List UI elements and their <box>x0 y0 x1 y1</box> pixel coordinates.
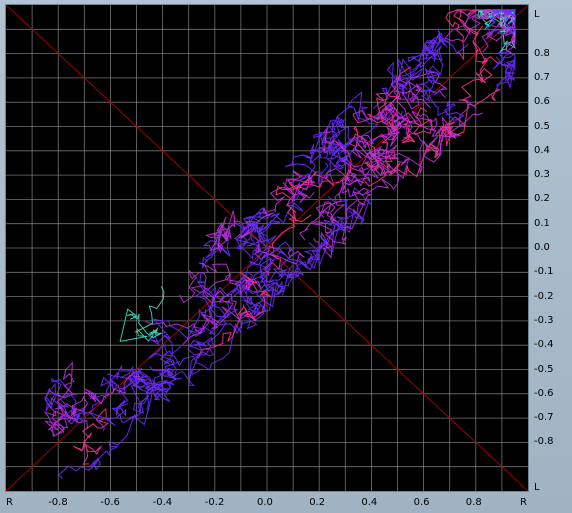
signal-trace <box>205 210 236 253</box>
x-tick-label: R <box>520 497 527 508</box>
y-tick-label: -0.7 <box>534 412 554 424</box>
y-tick-label: 0.3 <box>534 169 550 181</box>
y-tick-label: L <box>534 482 540 493</box>
y-tick-label: -0.8 <box>534 436 554 448</box>
signal-trace <box>401 107 433 144</box>
x-tick-label: -0.6 <box>100 497 120 508</box>
signal-trace <box>149 336 215 387</box>
signal-trace <box>444 9 516 55</box>
x-tick-label: 0.6 <box>413 497 430 508</box>
x-tick-label: -0.8 <box>48 497 68 508</box>
y-tick-label: 0.1 <box>534 217 550 229</box>
signal-trace <box>232 207 273 285</box>
signal-trace <box>119 285 165 343</box>
signal-trace <box>311 169 370 259</box>
signal-trace <box>393 80 431 110</box>
signal-trace <box>492 51 516 91</box>
y-tick-label: -0.4 <box>534 339 554 351</box>
y-tick-label: -0.6 <box>534 387 554 399</box>
signal-trace <box>458 41 493 102</box>
x-tick-label: -0.2 <box>204 497 225 508</box>
x-tick-label: 0.4 <box>361 497 378 508</box>
y-tick-label: -0.2 <box>534 290 554 302</box>
y-tick-label: 0.4 <box>534 144 550 156</box>
signal-trace <box>372 71 448 133</box>
phase-scope-svg <box>6 5 528 491</box>
signal-trace <box>445 9 484 61</box>
y-tick-label: 0.7 <box>534 71 550 83</box>
signal-trace <box>72 365 150 425</box>
y-axis-labels: L 0.8 0.7 0.6 0.5 0.4 0.3 0.2 0.1 0.0 -0.1 -0.2 -0.3… <box>529 0 572 513</box>
y-tick-label: -0.1 <box>534 266 554 278</box>
y-tick-label: 0.2 <box>534 193 550 205</box>
y-tick-label: 0.5 <box>534 120 550 132</box>
signal-trace <box>481 22 516 53</box>
signal-trace <box>43 361 78 437</box>
signal-trace <box>242 257 296 296</box>
y-tick-label: L <box>534 9 540 20</box>
y-tick-label: 0.6 <box>534 96 550 108</box>
signal-trace <box>198 271 272 359</box>
x-tick-label: -0.4 <box>152 497 173 508</box>
signal-trace <box>238 170 315 239</box>
signal-trace <box>137 343 181 414</box>
x-tick-label: 0.8 <box>465 497 482 508</box>
signal-trace <box>372 58 424 110</box>
signal-trace <box>220 196 354 318</box>
signal-trace <box>333 105 362 170</box>
signal-trace <box>188 272 227 379</box>
signal-trace <box>309 116 352 166</box>
y-tick-label: -0.3 <box>534 314 554 326</box>
signal-trace <box>319 136 410 214</box>
signal-trace <box>375 66 412 131</box>
signal-trace <box>202 228 231 269</box>
phase-scope-plot <box>5 4 529 492</box>
signal-trace <box>299 176 400 241</box>
signal-trace <box>72 407 109 465</box>
signal-trace <box>418 29 469 94</box>
signal-trace <box>487 8 517 38</box>
signal-trace <box>275 174 331 221</box>
y-tick-label: 0.8 <box>534 47 550 59</box>
signal-trace <box>407 31 448 69</box>
y-tick-label: -0.5 <box>534 363 554 375</box>
x-tick-label: R <box>6 497 13 508</box>
signal-trace <box>352 106 398 187</box>
x-axis-labels: R -0.8 -0.6 -0.4 -0.2 0.0 0.2 0.4 0.6 0.8 R <box>0 492 572 513</box>
signal-trace <box>151 308 207 346</box>
x-tick-label: 0.0 <box>257 497 273 508</box>
signal-trace <box>107 333 182 402</box>
signal-trace <box>268 186 372 284</box>
signal-trace <box>44 377 86 425</box>
signal-trace <box>420 86 465 122</box>
signal-trace <box>387 88 501 178</box>
signal-trace <box>144 262 263 335</box>
y-tick-label: 0.0 <box>534 242 550 253</box>
x-tick-label: 0.2 <box>309 497 326 508</box>
signal-trace <box>111 368 150 424</box>
